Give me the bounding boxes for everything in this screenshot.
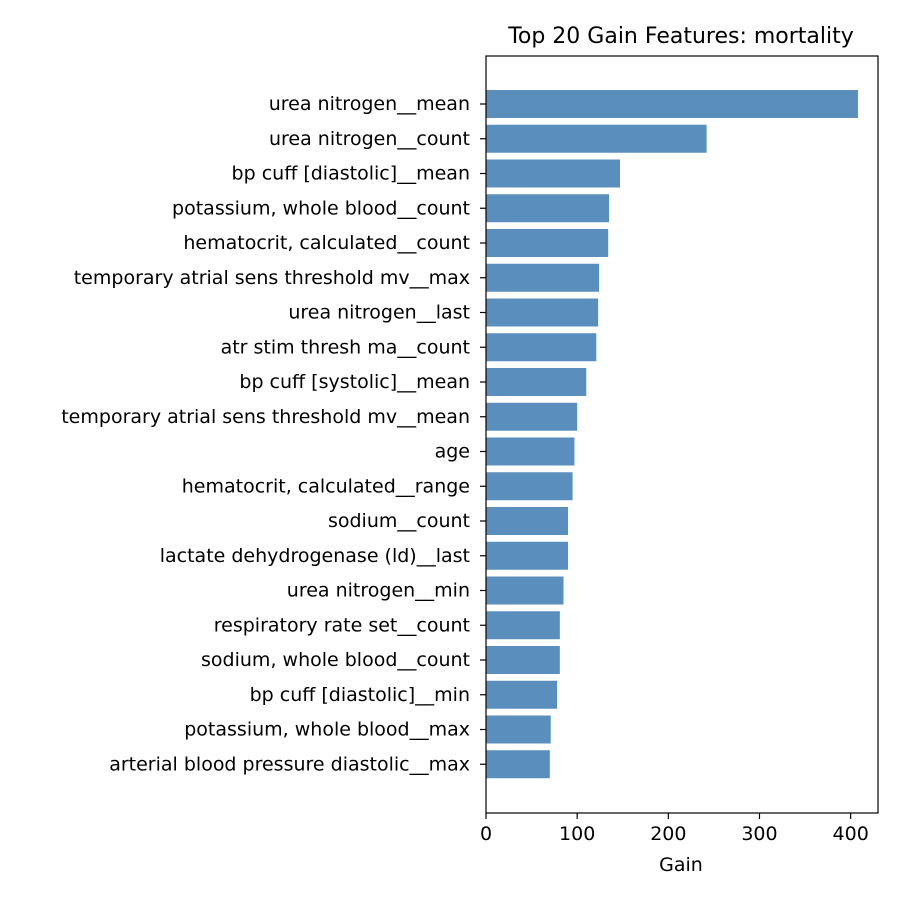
bar — [486, 229, 609, 257]
bar — [486, 90, 858, 118]
category-label: sodium__count — [328, 510, 470, 532]
bar — [486, 124, 707, 153]
category-label: bp cuff [systolic]__mean — [239, 371, 470, 393]
category-label: sodium, whole blood__count — [201, 649, 470, 671]
category-label: bp cuff [diastolic]__mean — [232, 163, 470, 185]
category-label: bp cuff [diastolic]__min — [250, 684, 470, 706]
bar — [486, 472, 573, 501]
x-axis-label: Gain — [659, 854, 703, 876]
bar — [486, 541, 569, 570]
bar — [486, 437, 575, 466]
bar — [486, 333, 597, 362]
category-label: urea nitrogen__min — [287, 580, 470, 602]
bar — [486, 611, 560, 640]
category-label: urea nitrogen__last — [288, 302, 470, 324]
bar — [486, 750, 550, 779]
bar — [486, 263, 600, 292]
bar — [486, 507, 569, 535]
bar — [486, 576, 564, 605]
category-label: age — [435, 441, 470, 463]
bar — [486, 298, 599, 327]
bar — [486, 159, 621, 188]
bar — [486, 680, 558, 709]
bar — [486, 368, 587, 396]
category-label: potassium, whole blood__count — [172, 197, 470, 219]
category-label: urea nitrogen__mean — [269, 93, 470, 115]
x-tick-label: 200 — [650, 823, 686, 845]
category-label: atr stim thresh ma__count — [221, 336, 470, 358]
category-label: lactate dehydrogenase (ld)__last — [160, 545, 470, 567]
bar — [486, 194, 610, 223]
x-tick-label: 400 — [833, 823, 869, 845]
category-label: temporary atrial sens threshold mv__max — [74, 267, 470, 289]
category-label: potassium, whole blood__max — [184, 719, 470, 741]
category-label: hematocrit, calculated__range — [182, 475, 470, 497]
x-axis-ticks: 0 100 200 300 400 — [480, 813, 869, 845]
x-tick-label: 100 — [559, 823, 595, 845]
x-tick-label: 0 — [480, 823, 492, 845]
bar — [486, 646, 560, 674]
category-label: temporary atrial sens threshold mv__mean — [61, 406, 470, 428]
bar — [486, 402, 578, 431]
chart-title: Top 20 Gain Features: mortality — [507, 24, 854, 49]
category-label: respiratory rate set__count — [214, 614, 470, 636]
x-tick-label: 300 — [741, 823, 777, 845]
bar — [486, 715, 551, 744]
bars-group — [486, 90, 858, 779]
plot-frame — [485, 55, 879, 814]
category-label: arterial blood pressure diastolic__max — [109, 753, 470, 775]
category-label: urea nitrogen__count — [269, 128, 470, 150]
category-label: hematocrit, calculated__count — [183, 232, 470, 254]
